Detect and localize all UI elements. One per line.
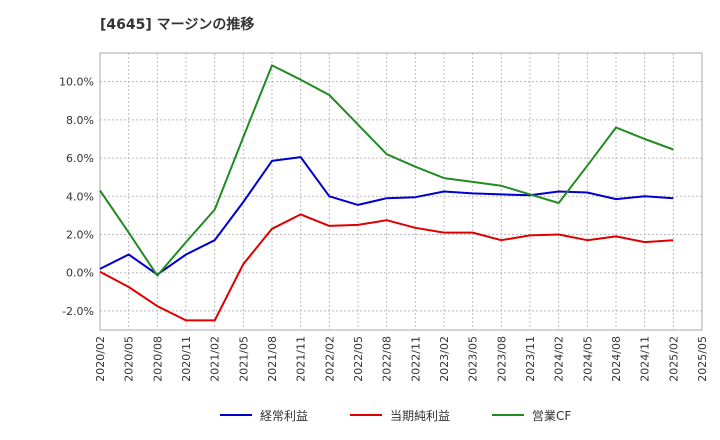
y-axis: -2.0% 0.0% 2.0% 4.0% 6.0% 8.0% 10.0% (59, 76, 94, 318)
x-tick-label: 2020/05 (123, 336, 136, 382)
x-tick-label: 2020/11 (180, 336, 193, 382)
x-tick-label: 2022/02 (323, 336, 336, 382)
legend-label: 経常利益 (260, 409, 308, 423)
x-tick-label: 2020/02 (94, 336, 107, 382)
legend-label: 営業CF (532, 409, 571, 423)
y-tick-label: 6.0% (66, 152, 94, 165)
x-tick-label: 2024/05 (581, 336, 594, 382)
chart-title: [4645] マージンの推移 (100, 17, 255, 33)
x-axis: 2020/02 2020/05 2020/08 2020/11 2021/02 2021/… (94, 336, 709, 382)
x-tick-label: 2022/11 (409, 336, 422, 382)
x-tick-label: 2022/05 (352, 336, 365, 382)
x-tick-label: 2024/11 (639, 336, 652, 382)
x-tick-label: 2021/02 (209, 336, 222, 382)
grid-lines (99, 53, 703, 330)
y-tick-label: 2.0% (66, 228, 94, 241)
series-line-0 (99, 156, 674, 276)
legend-label: 当期純利益 (390, 409, 450, 423)
x-tick-label: 2023/08 (495, 336, 508, 382)
x-tick-label: 2020/08 (151, 336, 164, 382)
x-tick-label: 2023/02 (438, 336, 451, 382)
series-line-1 (99, 213, 674, 322)
y-tick-label: -2.0% (62, 305, 94, 318)
x-tick-label: 2024/02 (553, 336, 566, 382)
series-lines (99, 64, 674, 322)
x-tick-label: 2023/11 (524, 336, 537, 382)
y-tick-label: 0.0% (66, 267, 94, 280)
y-tick-label: 4.0% (66, 190, 94, 203)
y-tick-label: 10.0% (59, 76, 94, 89)
x-tick-label: 2024/08 (610, 336, 623, 382)
x-tick-label: 2021/11 (295, 336, 308, 382)
x-tick-label: 2025/05 (696, 336, 709, 382)
x-tick-label: 2021/05 (237, 336, 250, 382)
legend: 経常利益 当期純利益 営業CF (220, 409, 571, 423)
x-tick-label: 2022/08 (381, 336, 394, 382)
x-tick-label: 2021/08 (266, 336, 279, 382)
plot-area (99, 52, 703, 331)
x-tick-label: 2023/05 (467, 336, 480, 382)
y-tick-label: 8.0% (66, 114, 94, 127)
series-line-2 (99, 64, 674, 277)
x-tick-label: 2025/02 (667, 336, 680, 382)
